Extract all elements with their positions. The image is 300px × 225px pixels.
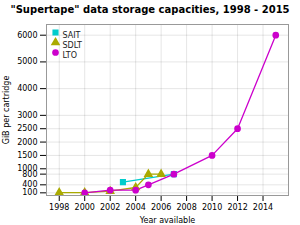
- html-text:"Supertape" data storage capac: "Supertape" data storage capacities, 199…: [10, 4, 290, 15]
- svg-text:4000: 4000: [17, 84, 37, 93]
- svg-text:2010: 2010: [202, 203, 222, 212]
- svg-text:400: 400: [22, 180, 37, 189]
- svg-text:LTO: LTO: [63, 51, 78, 60]
- svg-text:6000: 6000: [17, 31, 37, 40]
- svg-text:2002: 2002: [100, 203, 120, 212]
- svg-text:2000: 2000: [17, 138, 37, 147]
- svg-text:2014: 2014: [253, 203, 273, 212]
- svg-text:2006: 2006: [151, 203, 171, 212]
- svg-text:3000: 3000: [17, 111, 37, 120]
- svg-text:1998: 1998: [49, 203, 69, 212]
- svg-text:SAIT: SAIT: [63, 31, 81, 40]
- svg-text:2000: 2000: [75, 203, 95, 212]
- svg-text:5000: 5000: [17, 57, 37, 66]
- svg-text:2004: 2004: [125, 203, 145, 212]
- svg-text:1000: 1000: [17, 164, 37, 173]
- svg-text:2012: 2012: [227, 203, 247, 212]
- svg-text:Year available: Year available: [139, 216, 196, 225]
- svg-text:2008: 2008: [176, 203, 196, 212]
- svg-text:2500: 2500: [17, 124, 37, 133]
- svg-text:100: 100: [22, 188, 37, 197]
- svg-text:800: 800: [22, 169, 38, 179]
- svg-text:SDLT: SDLT: [63, 41, 83, 50]
- svg-text:1500: 1500: [17, 151, 37, 160]
- svg-text:GiB per cartridge: GiB per cartridge: [2, 76, 11, 145]
